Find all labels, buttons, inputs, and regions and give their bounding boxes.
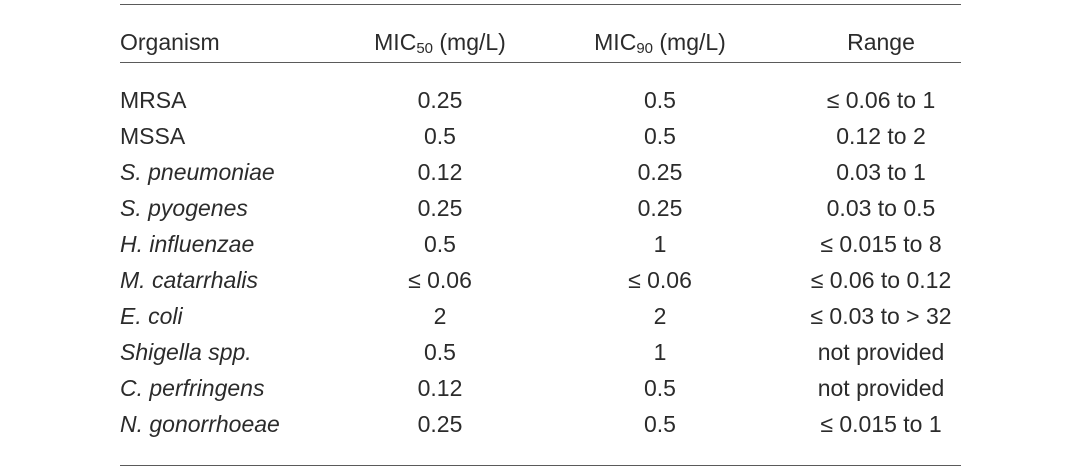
table-row: M. catarrhalis ≤ 0.06 ≤ 0.06 ≤ 0.06 to 0.12: [120, 262, 961, 298]
table-row: E. coli 2 2 ≤ 0.03 to > 32: [120, 298, 961, 334]
cell-mic90: 1: [653, 339, 667, 365]
cell-mic50: 0.5: [424, 339, 456, 365]
cell-organism: H. influenzae: [120, 231, 255, 257]
cell-mic90: ≤ 0.06: [628, 267, 692, 293]
cell-mic90: 0.25: [637, 159, 683, 185]
cell-range: 0.03 to 0.5: [826, 195, 936, 221]
cell-organism: M. catarrhalis: [120, 267, 259, 293]
table-row: MSSA 0.5 0.5 0.12 to 2: [120, 118, 961, 154]
cell-mic50: 0.25: [417, 87, 463, 113]
cell-mic90: 2: [653, 303, 667, 329]
cell-organism: MRSA: [120, 87, 187, 113]
cell-mic90: 0.5: [644, 375, 676, 401]
header-mic50: MIC50 (mg/L): [350, 24, 530, 60]
cell-range: ≤ 0.015 to 8: [820, 231, 942, 257]
cell-organism: S. pyogenes: [120, 195, 248, 221]
table-row: Shigella spp. 0.5 1 not provided: [120, 334, 961, 370]
table-row: H. influenzae 0.5 1 ≤ 0.015 to 8: [120, 226, 961, 262]
cell-mic50: 0.12: [417, 159, 463, 185]
table-row: S. pyogenes 0.25 0.25 0.03 to 0.5: [120, 190, 961, 226]
cell-range: not provided: [817, 339, 945, 365]
header-mic50-suffix: (mg/L): [433, 29, 506, 55]
header-organism: Organism: [120, 29, 220, 55]
cell-mic50: 0.12: [417, 375, 463, 401]
header-mic90: MIC90 (mg/L): [570, 24, 750, 60]
cell-range: ≤ 0.03 to > 32: [810, 303, 952, 329]
table-header-row: Organism MIC50 (mg/L) MIC90 (mg/L) Range: [120, 24, 961, 60]
table-row: MRSA 0.25 0.5 ≤ 0.06 to 1: [120, 82, 961, 118]
cell-mic90: 0.5: [644, 123, 676, 149]
cell-range: 0.12 to 2: [836, 123, 926, 149]
cell-mic90: 1: [653, 231, 667, 257]
header-mic90-prefix: MIC: [594, 29, 637, 55]
cell-organism: MSSA: [120, 123, 186, 149]
cell-mic90: 0.5: [644, 87, 676, 113]
cell-mic50: 0.5: [424, 231, 456, 257]
header-mic50-prefix: MIC: [374, 29, 417, 55]
table-top-rule: [120, 4, 961, 5]
table-row: S. pneumoniae 0.12 0.25 0.03 to 1: [120, 154, 961, 190]
header-mic90-suffix: (mg/L): [653, 29, 726, 55]
cell-mic50: 0.5: [424, 123, 456, 149]
cell-mic90: 0.5: [644, 411, 676, 437]
cell-range: ≤ 0.06 to 1: [826, 87, 936, 113]
cell-mic90: 0.25: [637, 195, 683, 221]
cell-mic50: 2: [433, 303, 447, 329]
header-range: Range: [847, 29, 915, 55]
cell-organism: E. coli: [120, 303, 183, 329]
table-bottom-rule: [120, 465, 961, 466]
cell-mic50: ≤ 0.06: [408, 267, 472, 293]
cell-mic50: 0.25: [417, 411, 463, 437]
cell-organism: N. gonorrhoeae: [120, 411, 280, 437]
cell-organism: Shigella spp.: [120, 339, 252, 365]
cell-organism: C. perfringens: [120, 375, 265, 401]
cell-range: not provided: [817, 375, 945, 401]
header-mic50-subscript: 50: [416, 40, 433, 57]
header-mic90-subscript: 90: [636, 40, 653, 57]
cell-range: 0.03 to 1: [836, 159, 926, 185]
cell-range: ≤ 0.06 to 0.12: [810, 267, 952, 293]
table-row: C. perfringens 0.12 0.5 not provided: [120, 370, 961, 406]
cell-range: ≤ 0.015 to 1: [820, 411, 942, 437]
cell-mic50: 0.25: [417, 195, 463, 221]
cell-organism: S. pneumoniae: [120, 159, 275, 185]
table-row: N. gonorrhoeae 0.25 0.5 ≤ 0.015 to 1: [120, 406, 961, 442]
table-header-rule: [120, 62, 961, 63]
